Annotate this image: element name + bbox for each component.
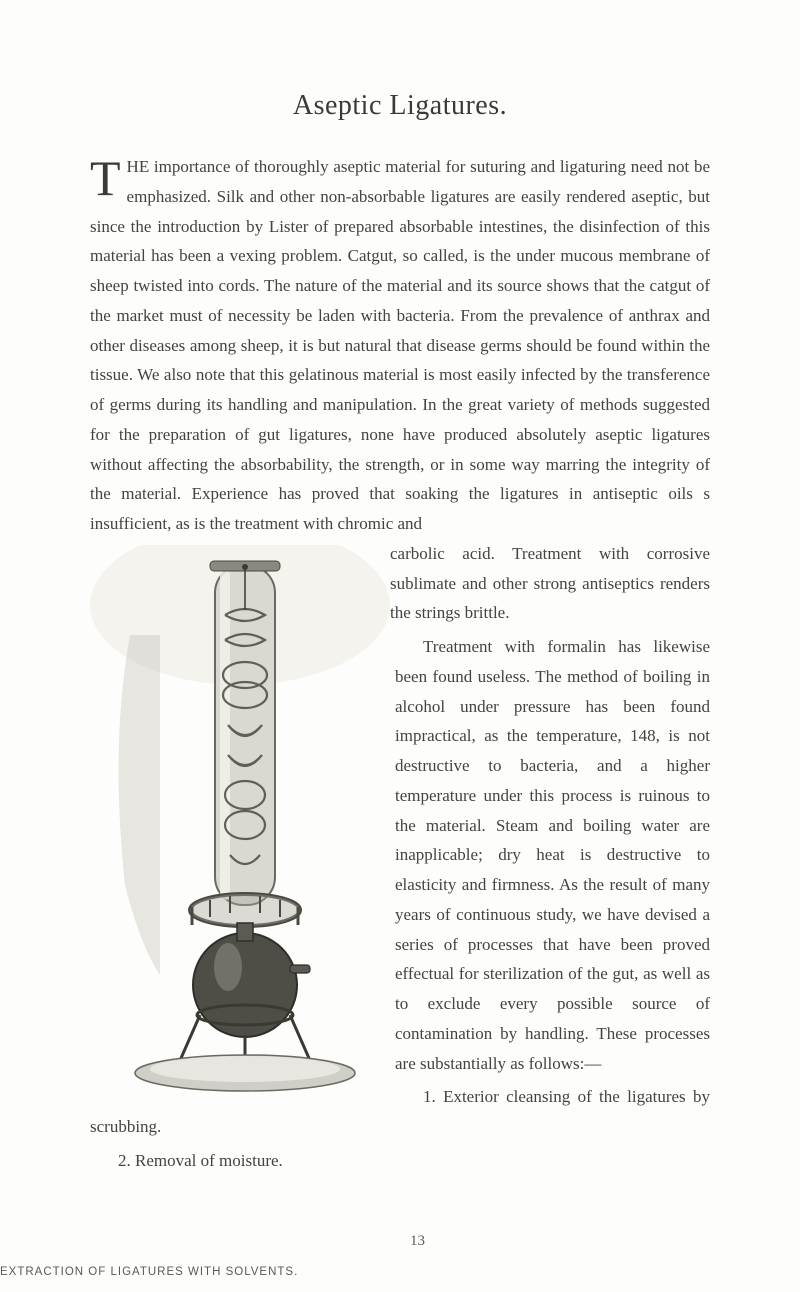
figure-caption: EXTRACTION OF LIGATURES WITH SOLVENTS.: [0, 1266, 298, 1278]
para1-text: HE importance of thoroughly aseptic mate…: [90, 157, 710, 533]
apparatus-illustration: [90, 545, 395, 1105]
drop-cap: T: [90, 152, 127, 200]
page-number: 13: [410, 1233, 425, 1250]
body-paragraph-1: THE importance of thoroughly aseptic mat…: [90, 152, 710, 539]
wrapped-text-section: carbolic acid. Treatment with corrosive …: [90, 539, 710, 1176]
extraction-apparatus-figure: [90, 545, 395, 1105]
document-page: Aseptic Ligatures. THE importance of tho…: [0, 0, 800, 1292]
list-item-2: 2. Removal of moisture.: [90, 1146, 710, 1176]
page-title: Aseptic Ligatures.: [90, 90, 710, 122]
